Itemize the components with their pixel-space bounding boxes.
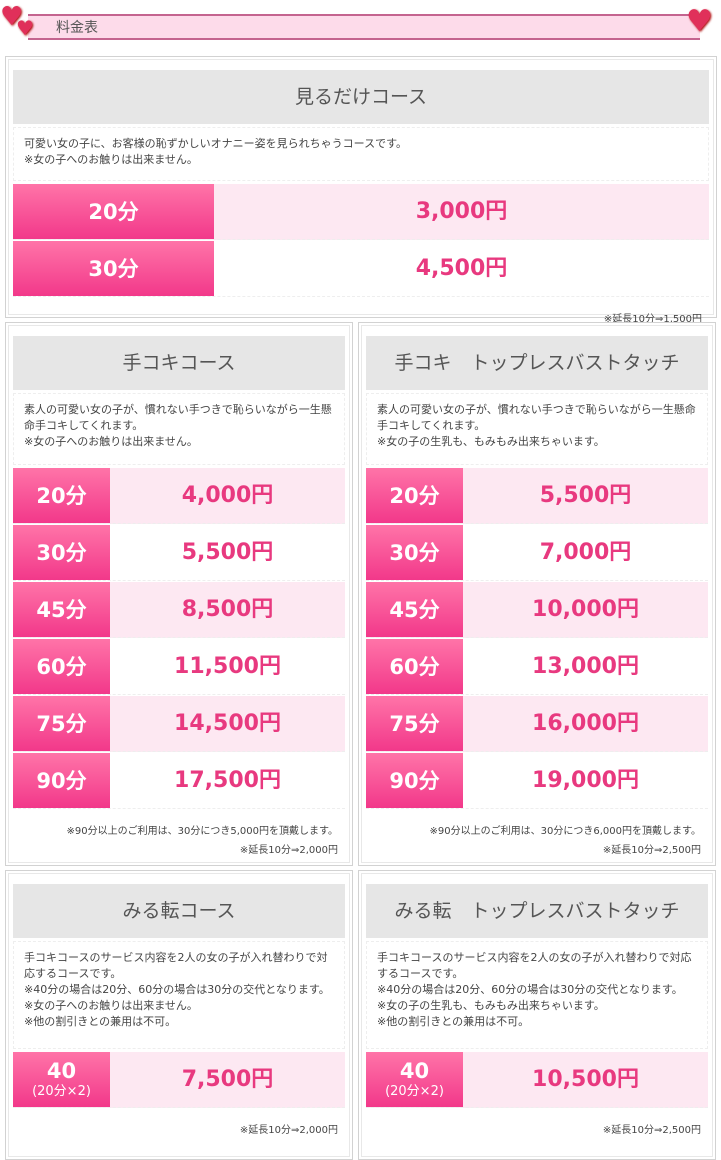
time-label: 60分 (13, 639, 110, 694)
course-title: みる転 トップレスバストタッチ (366, 884, 708, 938)
price-value: 4,500円 (415, 256, 508, 281)
time-value: 20分 (88, 200, 139, 224)
time-label: 75分 (366, 696, 463, 751)
price-row: 90分 17,500円 (13, 753, 345, 809)
price-value: 7,000円 (539, 540, 632, 565)
time-label: 30分 (366, 525, 463, 580)
time-value: 20分 (36, 484, 87, 508)
price-value: 5,500円 (181, 540, 274, 565)
course-description: 素人の可愛い女の子が、慣れない手つきで恥らいながら一生懸命手コキしてくれます。 … (13, 393, 345, 465)
section-header: ♥ ♥ ♥ 料金表 (0, 0, 721, 46)
course-title: 見るだけコース (13, 70, 709, 124)
price-row: 40 (20分×2) 7,500円 (13, 1052, 345, 1108)
time-value: 90分 (36, 769, 87, 793)
course-description: 可愛い女の子に、お客様の恥ずかしいオナニー姿を見られちゃうコースです。 ※女の子… (13, 127, 709, 181)
price-row: 30分 5,500円 (13, 525, 345, 581)
price-value: 4,000円 (181, 483, 274, 508)
time-label: 20分 (366, 468, 463, 523)
price-row: 90分 19,000円 (366, 753, 708, 809)
price-row: 45分 8,500円 (13, 582, 345, 638)
course-title: 手コキコース (13, 336, 345, 390)
time-label: 40 (20分×2) (366, 1052, 463, 1107)
price-value: 16,000円 (532, 711, 639, 736)
time-value: 45分 (36, 598, 87, 622)
course-note: ※90分以上のご利用は、30分につき6,000円を頂戴します。 (429, 826, 701, 837)
time-value: 30分 (88, 257, 139, 281)
course-note: ※延長10分⇒2,000円 (239, 845, 338, 856)
course-note: ※延長10分⇒2,500円 (602, 1125, 701, 1136)
time-value: 90分 (389, 769, 440, 793)
price-row: 30分 4,500円 (13, 241, 709, 297)
time-value: 75分 (389, 712, 440, 736)
course-note: ※延長10分⇒2,000円 (239, 1125, 338, 1136)
time-value: 20分 (389, 484, 440, 508)
time-label: 75分 (13, 696, 110, 751)
course-panel: 手コキ トップレスバストタッチ 素人の可愛い女の子が、慣れない手つきで恥らいながら… (358, 322, 716, 866)
time-value: 30分 (389, 541, 440, 565)
time-detail: (20分×2) (32, 1084, 91, 1099)
course-description: 手コキコースのサービス内容を2人の女の子が入れ替わりで対応するコースです。 ※4… (13, 941, 345, 1049)
time-value: 60分 (389, 655, 440, 679)
time-value: 60分 (36, 655, 87, 679)
time-value: 30分 (36, 541, 87, 565)
time-value: 40 (46, 1059, 77, 1083)
price-row: 75分 14,500円 (13, 696, 345, 752)
price-value: 17,500円 (174, 768, 281, 793)
course-title: 手コキ トップレスバストタッチ (366, 336, 708, 390)
price-row: 45分 10,000円 (366, 582, 708, 638)
heart-icon: ♥ (16, 16, 34, 40)
price-value: 10,500円 (532, 1067, 639, 1092)
time-label: 45分 (366, 582, 463, 637)
price-value: 5,500円 (539, 483, 632, 508)
time-label: 90分 (366, 753, 463, 808)
price-row: 20分 3,000円 (13, 184, 709, 240)
heart-icon: ♥ (686, 4, 713, 39)
price-row: 20分 5,500円 (366, 468, 708, 524)
price-value: 13,000円 (532, 654, 639, 679)
time-label: 30分 (13, 241, 214, 296)
course-note: ※延長10分⇒1,500円 (603, 314, 702, 325)
price-row: 60分 11,500円 (13, 639, 345, 695)
time-label: 30分 (13, 525, 110, 580)
time-value: 45分 (389, 598, 440, 622)
course-note: ※90分以上のご利用は、30分につき5,000円を頂戴します。 (66, 826, 338, 837)
price-value: 14,500円 (174, 711, 281, 736)
price-row: 30分 7,000円 (366, 525, 708, 581)
price-value: 10,000円 (532, 597, 639, 622)
course-panel: みる転 トップレスバストタッチ 手コキコースのサービス内容を2人の女の子が入れ替わ… (358, 870, 716, 1160)
time-label: 90分 (13, 753, 110, 808)
page-title: 料金表 (56, 20, 98, 36)
price-value: 3,000円 (415, 199, 508, 224)
header-bar (28, 14, 700, 40)
course-description: 素人の可愛い女の子が、慣れない手つきで恥らいながら一生懸命手コキしてくれます。 … (366, 393, 708, 465)
course-description: 手コキコースのサービス内容を2人の女の子が入れ替わりで対応するコースです。 ※4… (366, 941, 708, 1049)
course-panel: みる転コース 手コキコースのサービス内容を2人の女の子が入れ替わりで対応するコース… (5, 870, 353, 1160)
course-panel: 手コキコース 素人の可愛い女の子が、慣れない手つきで恥らいながら一生懸命手コキして… (5, 322, 353, 866)
price-row: 75分 16,000円 (366, 696, 708, 752)
time-label: 40 (20分×2) (13, 1052, 110, 1107)
course-title: みる転コース (13, 884, 345, 938)
time-label: 60分 (366, 639, 463, 694)
time-detail: (20分×2) (385, 1084, 444, 1099)
price-row: 60分 13,000円 (366, 639, 708, 695)
heart-icon: ♥ (0, 2, 24, 32)
price-value: 7,500円 (181, 1067, 274, 1092)
price-row: 20分 4,000円 (13, 468, 345, 524)
price-value: 8,500円 (181, 597, 274, 622)
price-row: 40 (20分×2) 10,500円 (366, 1052, 708, 1108)
course-panel: 見るだけコース 可愛い女の子に、お客様の恥ずかしいオナニー姿を見られちゃうコースで… (5, 56, 717, 325)
time-label: 20分 (13, 184, 214, 239)
time-label: 20分 (13, 468, 110, 523)
price-value: 19,000円 (532, 768, 639, 793)
course-note: ※延長10分⇒2,500円 (602, 845, 701, 856)
price-value: 11,500円 (174, 654, 281, 679)
time-label: 45分 (13, 582, 110, 637)
time-value: 40 (399, 1059, 430, 1083)
time-value: 75分 (36, 712, 87, 736)
